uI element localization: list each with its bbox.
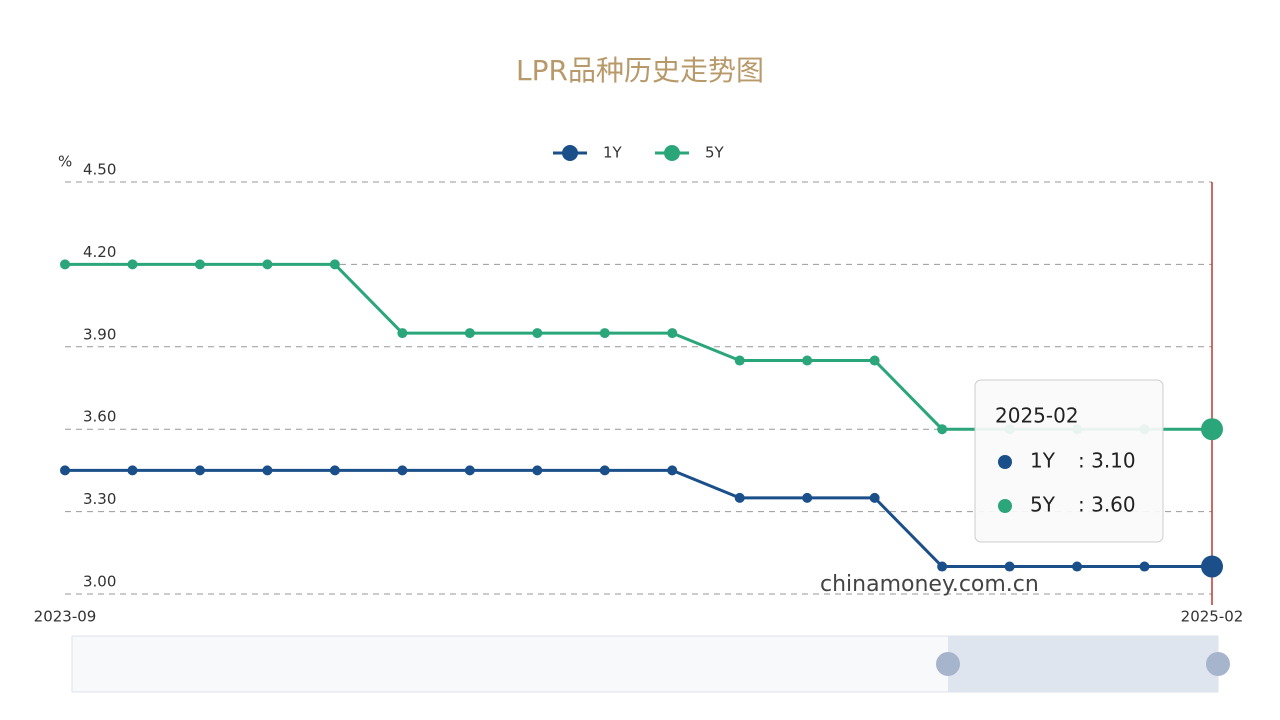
legend-label: 1Y	[603, 144, 623, 162]
tooltip-series: 1Y	[1030, 449, 1056, 473]
zoom-handle[interactable]	[1206, 652, 1230, 676]
tooltip-title: 2025-02	[995, 404, 1079, 428]
data-point	[869, 355, 880, 366]
data-point	[1004, 561, 1015, 572]
data-point	[397, 328, 408, 339]
data-point	[1139, 561, 1150, 572]
data-point	[937, 561, 948, 572]
tooltip-series: 5Y	[1030, 493, 1056, 517]
x-tick-label: 2025-02	[1181, 608, 1244, 626]
data-point	[599, 328, 610, 339]
data-point	[1201, 555, 1223, 578]
legend-label: 5Y	[705, 144, 725, 162]
zoom-handle[interactable]	[936, 652, 960, 676]
watermark: chinamoney.com.cn	[820, 572, 1039, 597]
data-point	[802, 492, 813, 503]
data-point	[329, 259, 340, 270]
data-point	[262, 465, 273, 476]
tooltip-value: : 3.10	[1078, 449, 1136, 473]
y-unit: %	[58, 153, 72, 171]
data-point	[60, 259, 70, 270]
data-point	[667, 465, 678, 476]
legend-marker	[664, 145, 680, 161]
x-tick-label: 2023-09	[34, 608, 97, 626]
data-point	[397, 465, 408, 476]
data-point	[127, 465, 138, 476]
tooltip-marker	[998, 499, 1012, 513]
data-point	[869, 492, 880, 503]
data-point	[937, 424, 948, 435]
y-tick-label: 4.50	[83, 161, 116, 179]
y-tick-label: 3.90	[83, 325, 116, 343]
data-point	[734, 492, 745, 503]
data-point	[60, 465, 70, 476]
data-point	[599, 465, 610, 476]
data-point	[262, 259, 273, 270]
tooltip-box	[974, 379, 1164, 543]
series-line	[65, 468, 1212, 569]
data-point	[667, 328, 678, 339]
data-point	[194, 465, 205, 476]
y-tick-label: 3.30	[83, 490, 116, 508]
data-point	[734, 355, 745, 366]
y-tick-label: 3.60	[83, 408, 116, 426]
data-point	[329, 465, 340, 476]
y-tick-label: 4.20	[83, 243, 116, 261]
zoom-window[interactable]	[948, 636, 1218, 692]
data-point	[1072, 561, 1083, 572]
tooltip-value: : 3.60	[1078, 493, 1136, 517]
data-zoom[interactable]	[71, 635, 1230, 693]
data-point	[1201, 418, 1223, 441]
tooltip-marker	[998, 455, 1012, 469]
tooltip: 2025-02 1Y : 3.10 5Y : 3.60	[974, 379, 1164, 543]
data-point	[464, 328, 475, 339]
data-point	[464, 465, 475, 476]
legend-marker	[562, 145, 578, 161]
y-tick-label: 3.00	[83, 573, 116, 591]
data-point	[127, 259, 138, 270]
data-point	[532, 328, 543, 339]
data-point	[802, 355, 813, 366]
data-point	[532, 465, 543, 476]
chart-title: LPR品种历史走势图	[516, 54, 764, 87]
data-point	[194, 259, 205, 270]
